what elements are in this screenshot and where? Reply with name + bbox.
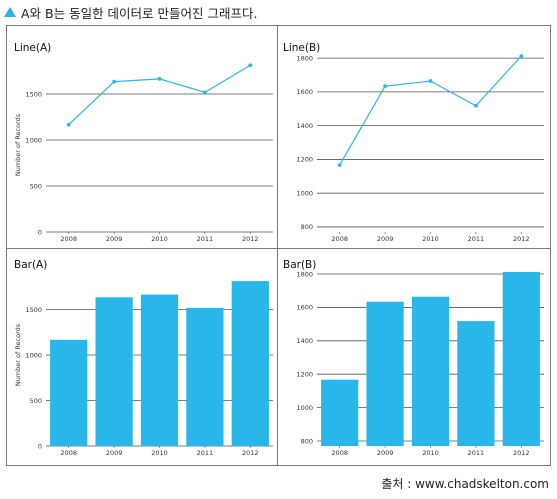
chart-2-ytick-label: 1600 [296, 88, 313, 96]
figure-heading: A와 B는 동일한 데이터로 만들어진 그래프다. [4, 3, 257, 21]
vertical-divider [277, 25, 278, 466]
source-credit: 출처 : www.chadskelton.com [381, 477, 549, 491]
chart-1-xtick-label: 2010 [151, 235, 168, 243]
chart-4-ytick-label: 1200 [296, 371, 313, 379]
chart-2-xtick-label: 2009 [377, 235, 394, 243]
chart-2-ytick-label: 1800 [296, 54, 313, 62]
heading-text: A와 B는 동일한 데이터로 만들어진 그래프다. [21, 5, 258, 21]
chart-4-ytick-label: 1400 [296, 337, 313, 345]
chart-1-ytick-label: 1000 [25, 136, 42, 144]
chart-4-ytick-label: 1600 [296, 304, 313, 312]
chart-2-xtick-label: 2012 [513, 235, 530, 243]
chart-4-xtick-label: 2009 [377, 449, 394, 457]
chart-2-point-2010 [428, 79, 433, 83]
chart-1-series-line [68, 64, 251, 126]
chart-3-bar-2009 [95, 297, 133, 446]
chart-1-ylabel: Number of Records [14, 113, 22, 176]
chart-1-point-2008 [66, 122, 71, 127]
horizontal-divider [6, 248, 551, 249]
chart-2-series-line [339, 55, 522, 166]
chart-3-xtick-label: 2009 [106, 449, 123, 457]
chart-1-title: Line(A) [14, 42, 51, 54]
chart-4-xtick-label: 2011 [468, 449, 485, 457]
chart-2-ytick-label: 1000 [296, 189, 313, 197]
chart-3-bar-2010 [140, 294, 179, 446]
chart-2-title: Line(B) [283, 42, 320, 54]
chart-3-xtick-label: 2010 [151, 449, 168, 457]
chart-2-ytick-label: 800 [301, 223, 313, 231]
chart-3-xtick-label: 2008 [60, 449, 77, 457]
chart-3-ytick-label: 500 [30, 397, 42, 405]
chart-4-bar-2012 [502, 272, 540, 446]
chart-1-point-2011 [203, 90, 207, 95]
chart-1-ytick-label: 0 [38, 228, 42, 236]
chart-3-xtick-label: 2012 [242, 449, 259, 457]
chart-1-xtick-label: 2011 [197, 235, 214, 243]
chart-3-xtick-label: 2011 [197, 449, 214, 457]
chart-4-ytick-label: 1800 [296, 270, 313, 278]
chart-4-bar-2011 [457, 321, 495, 446]
chart-3-bar-2012 [231, 281, 269, 446]
chart-1-point-2010 [157, 77, 162, 81]
chart-3-ytick-label: 1500 [25, 306, 42, 314]
chart-4-title: Bar(B) [283, 259, 316, 271]
panel-frame [6, 25, 551, 466]
chart-3-ytick-label: 1000 [25, 351, 42, 359]
chart-3-ytick-label: 0 [38, 442, 42, 450]
chart-1-ytick-label: 1500 [25, 90, 42, 98]
chart-2-point-2009 [383, 84, 387, 89]
chart-1-point-2009 [112, 79, 116, 84]
chart-2-xtick-label: 2008 [331, 235, 348, 243]
chart-2-point-2011 [474, 103, 478, 108]
chart-2-xtick-label: 2010 [422, 235, 439, 243]
chart-1-xtick-label: 2012 [242, 235, 259, 243]
chart-2-xtick-label: 2011 [468, 235, 485, 243]
chart-2-ytick-label: 1400 [296, 122, 313, 130]
chart-2-ytick-label: 1200 [296, 156, 313, 164]
chart-1-xtick-label: 2008 [60, 235, 77, 243]
chart-3-bar-2008 [50, 339, 88, 446]
chart-4-xtick-label: 2008 [331, 449, 348, 457]
chart-4-xtick-label: 2012 [513, 449, 530, 457]
chart-1-ytick-label: 500 [30, 182, 42, 190]
chart-1-point-2012 [248, 63, 253, 68]
chart-4-ytick-label: 800 [301, 437, 313, 445]
chart-3-ylabel: Number of Records [14, 323, 22, 386]
chart-3-bar-2011 [186, 307, 224, 446]
chart-4-bar-2010 [411, 296, 450, 446]
chart-1-xtick-label: 2009 [106, 235, 123, 243]
chart-3-title: Bar(A) [14, 259, 47, 271]
chart-4-ytick-label: 1000 [296, 404, 313, 412]
triangle-bullet-icon [4, 7, 16, 17]
chart-2-point-2012 [519, 54, 524, 59]
chart-4-bar-2009 [366, 301, 404, 446]
chart-4-bar-2008 [321, 379, 359, 446]
chart-4-xtick-label: 2010 [422, 449, 439, 457]
chart-2-point-2008 [337, 163, 342, 167]
